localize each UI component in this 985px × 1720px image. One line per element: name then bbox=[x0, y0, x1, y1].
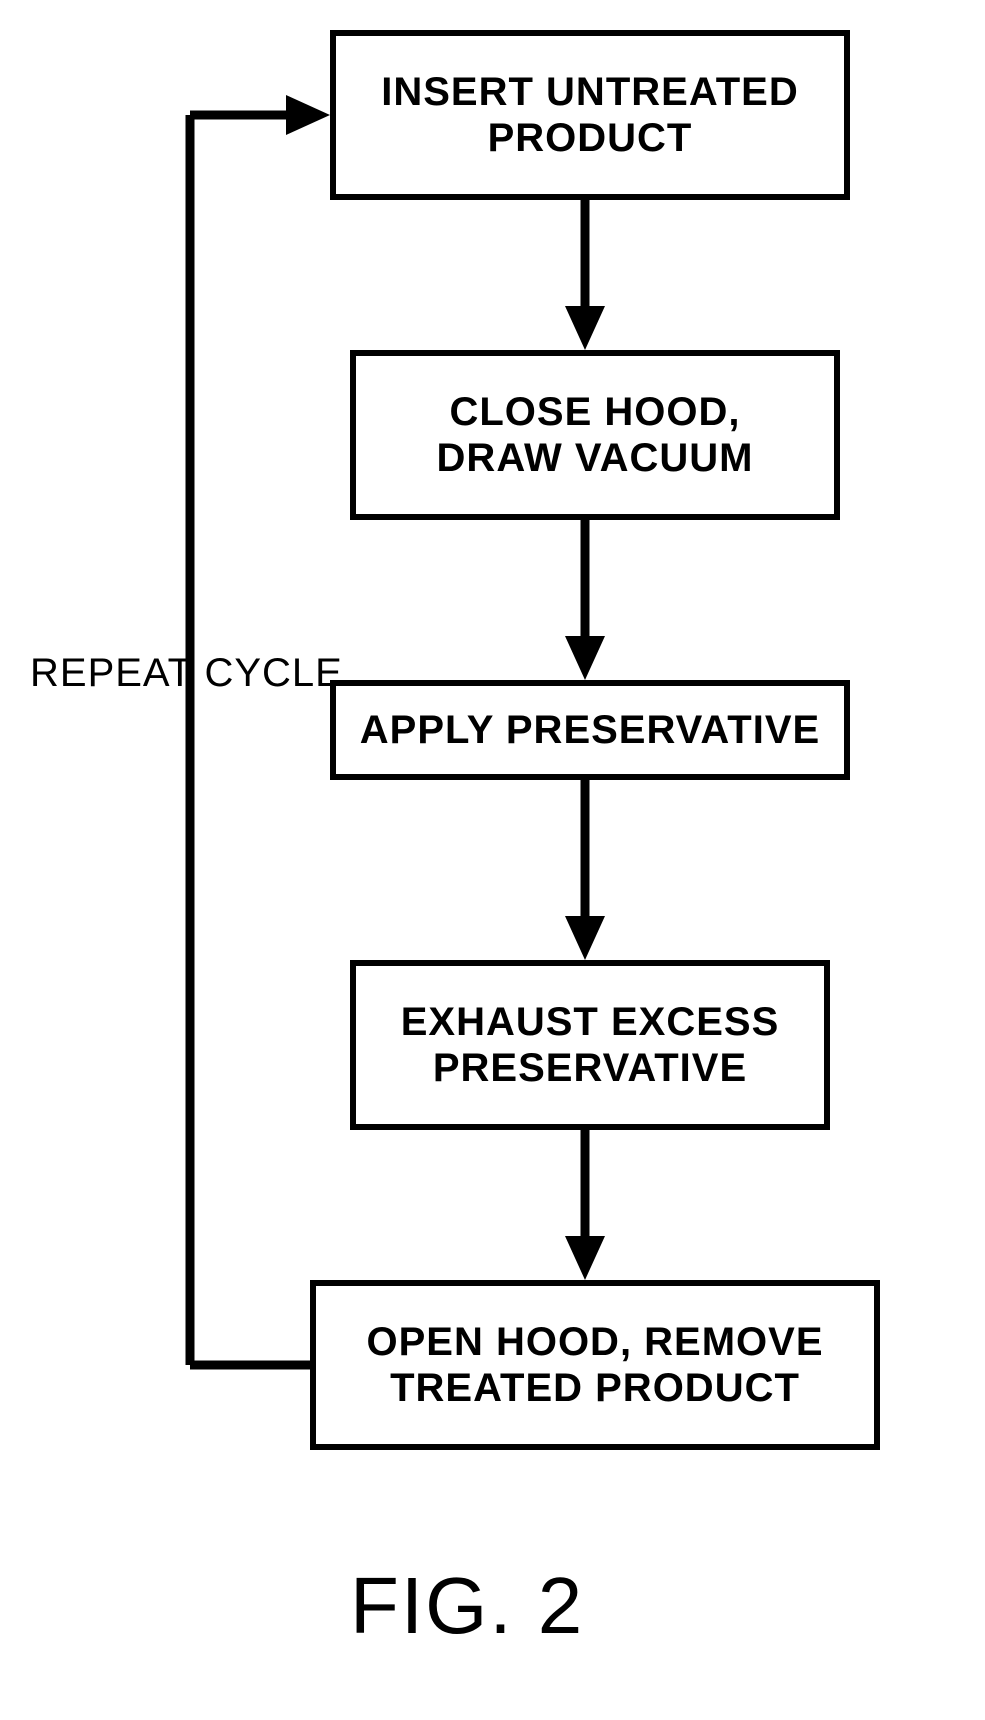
flowchart-node-2: CLOSE HOOD, DRAW VACUUM bbox=[350, 350, 840, 520]
flowchart-connectors bbox=[0, 0, 985, 1720]
figure-label: FIG. 2 bbox=[350, 1560, 584, 1652]
flowchart-canvas: INSERT UNTREATED PRODUCT CLOSE HOOD, DRA… bbox=[0, 0, 985, 1720]
flowchart-node-1: INSERT UNTREATED PRODUCT bbox=[330, 30, 850, 200]
loop-label: REPEAT CYCLE bbox=[30, 650, 343, 696]
flowchart-node-5: OPEN HOOD, REMOVE TREATED PRODUCT bbox=[310, 1280, 880, 1450]
flowchart-node-4: EXHAUST EXCESS PRESERVATIVE bbox=[350, 960, 830, 1130]
flowchart-node-3: APPLY PRESERVATIVE bbox=[330, 680, 850, 780]
